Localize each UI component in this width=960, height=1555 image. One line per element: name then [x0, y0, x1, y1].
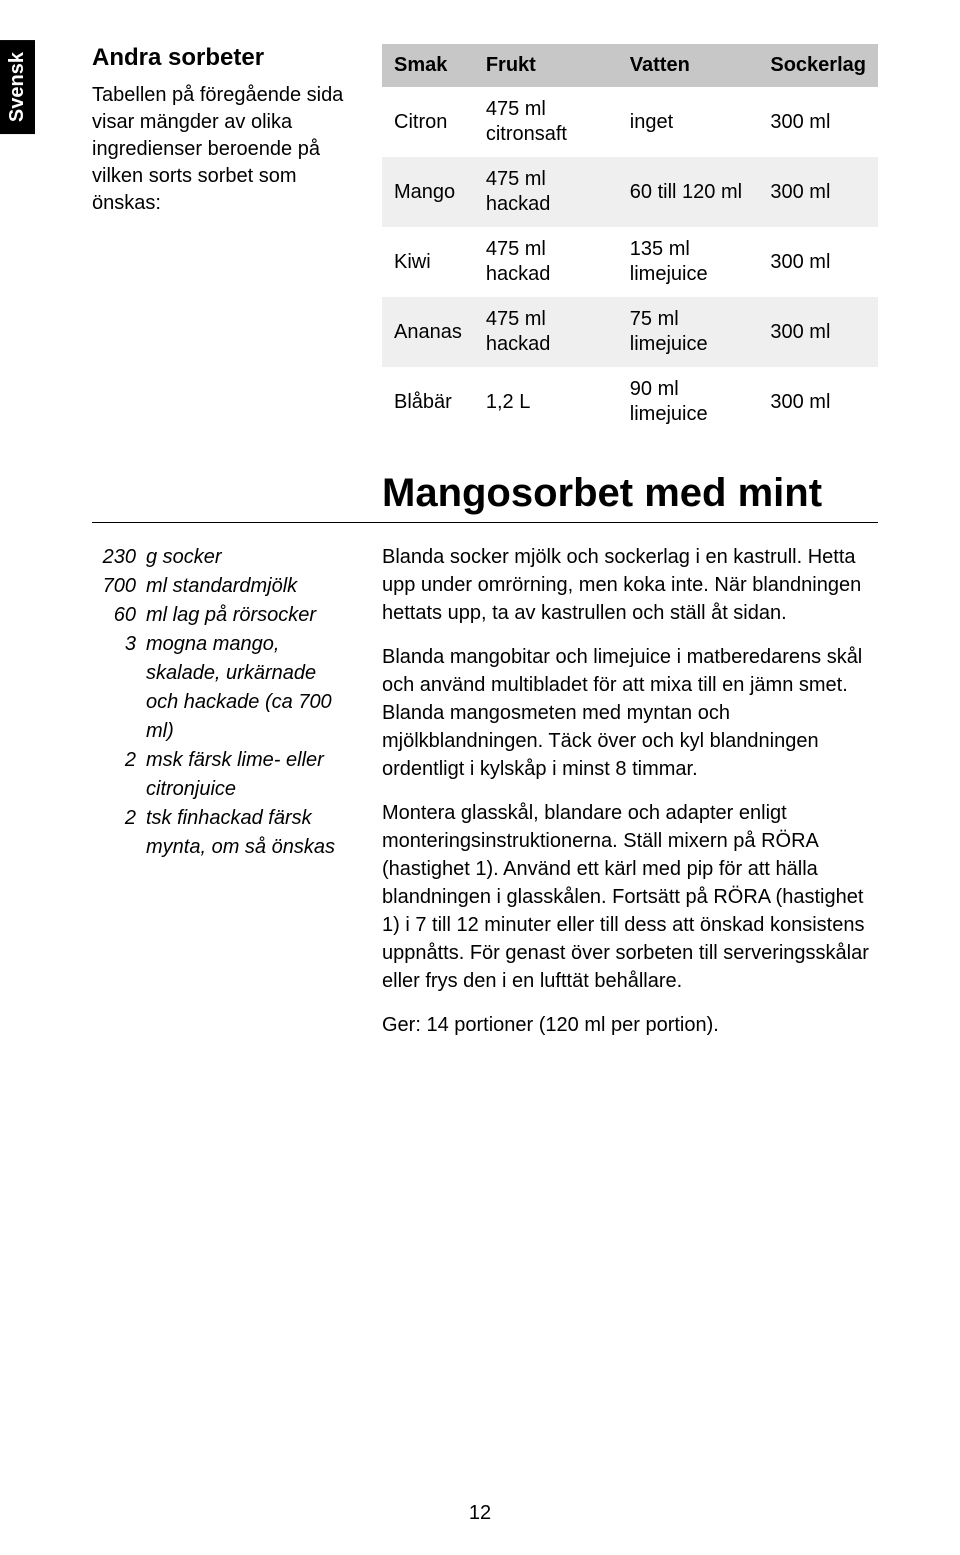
sorbet-table: Smak Frukt Vatten Sockerlag Citron 475 m… [382, 44, 878, 437]
ingredient-row: 700 ml standardmjölk [92, 572, 352, 601]
cell: Blåbär [382, 367, 474, 437]
cell: 60 till 120 ml [618, 157, 759, 227]
page-number: 12 [0, 1502, 960, 1525]
th-frukt: Frukt [474, 44, 618, 87]
title-rule [92, 522, 878, 523]
ingredient-text: ml lag på rörsocker [146, 601, 352, 630]
cell: Kiwi [382, 227, 474, 297]
ingredient-row: 60 ml lag på rörsocker [92, 601, 352, 630]
ingredient-qty: 3 [92, 630, 146, 746]
ingredient-row: 230 g socker [92, 543, 352, 572]
instruction-paragraph: Ger: 14 portioner (120 ml per portion). [382, 1011, 878, 1039]
th-sockerlag: Sockerlag [758, 44, 878, 87]
top-section: Andra sorbeter Tabellen på föregående si… [92, 44, 878, 437]
language-tab: Svensk [0, 40, 35, 134]
cell: 75 ml limejuice [618, 297, 759, 367]
cell: Mango [382, 157, 474, 227]
table-row: Mango 475 ml hackad 60 till 120 ml 300 m… [382, 157, 878, 227]
cell: 1,2 L [474, 367, 618, 437]
ingredient-row: 3 mogna mango, skalade, urkärnade och ha… [92, 630, 352, 746]
table-row: Blåbär 1,2 L 90 ml limejuice 300 ml [382, 367, 878, 437]
cell: 475 ml citronsaft [474, 87, 618, 157]
cell: Citron [382, 87, 474, 157]
cell: Ananas [382, 297, 474, 367]
ingredient-qty: 2 [92, 746, 146, 804]
instruction-paragraph: Montera glasskål, blandare och adapter e… [382, 799, 878, 995]
cell: 300 ml [758, 367, 878, 437]
ingredient-qty: 700 [92, 572, 146, 601]
cell: 300 ml [758, 297, 878, 367]
page-body: Andra sorbeter Tabellen på föregående si… [0, 0, 960, 1055]
intro-text: Tabellen på föregående sida visar mängde… [92, 82, 352, 217]
cell: 90 ml limejuice [618, 367, 759, 437]
table-row: Citron 475 ml citronsaft inget 300 ml [382, 87, 878, 157]
instruction-paragraph: Blanda mangobitar och limejuice i matber… [382, 643, 878, 783]
table-row: Ananas 475 ml hackad 75 ml limejuice 300… [382, 297, 878, 367]
instruction-paragraph: Blanda socker mjölk och sockerlag i en k… [382, 543, 878, 627]
cell: 300 ml [758, 87, 878, 157]
ingredient-text: mogna mango, skalade, urkärnade och hack… [146, 630, 352, 746]
cell: 300 ml [758, 227, 878, 297]
th-smak: Smak [382, 44, 474, 87]
ingredient-qty: 230 [92, 543, 146, 572]
table-header-row: Smak Frukt Vatten Sockerlag [382, 44, 878, 87]
ingredient-qty: 2 [92, 804, 146, 862]
th-vatten: Vatten [618, 44, 759, 87]
instructions: Blanda socker mjölk och sockerlag i en k… [382, 543, 878, 1055]
ingredient-text: g socker [146, 543, 352, 572]
cell: 475 ml hackad [474, 297, 618, 367]
cell: 300 ml [758, 157, 878, 227]
cell: inget [618, 87, 759, 157]
recipe-title: Mangosorbet med mint [382, 471, 878, 516]
table-row: Kiwi 475 ml hackad 135 ml limejuice 300 … [382, 227, 878, 297]
intro-heading: Andra sorbeter [92, 44, 352, 72]
intro-column: Andra sorbeter Tabellen på föregående si… [92, 44, 352, 437]
recipe-columns: 230 g socker 700 ml standardmjölk 60 ml … [92, 543, 878, 1055]
ingredient-text: tsk finhackad färsk mynta, om så önskas [146, 804, 352, 862]
cell: 475 ml hackad [474, 227, 618, 297]
ingredient-text: msk färsk lime- eller citronjuice [146, 746, 352, 804]
ingredient-row: 2 tsk finhackad färsk mynta, om så önska… [92, 804, 352, 862]
cell: 135 ml limejuice [618, 227, 759, 297]
ingredients-list: 230 g socker 700 ml standardmjölk 60 ml … [92, 543, 352, 1055]
ingredient-row: 2 msk färsk lime- eller citronjuice [92, 746, 352, 804]
ingredient-qty: 60 [92, 601, 146, 630]
cell: 475 ml hackad [474, 157, 618, 227]
ingredient-text: ml standardmjölk [146, 572, 352, 601]
